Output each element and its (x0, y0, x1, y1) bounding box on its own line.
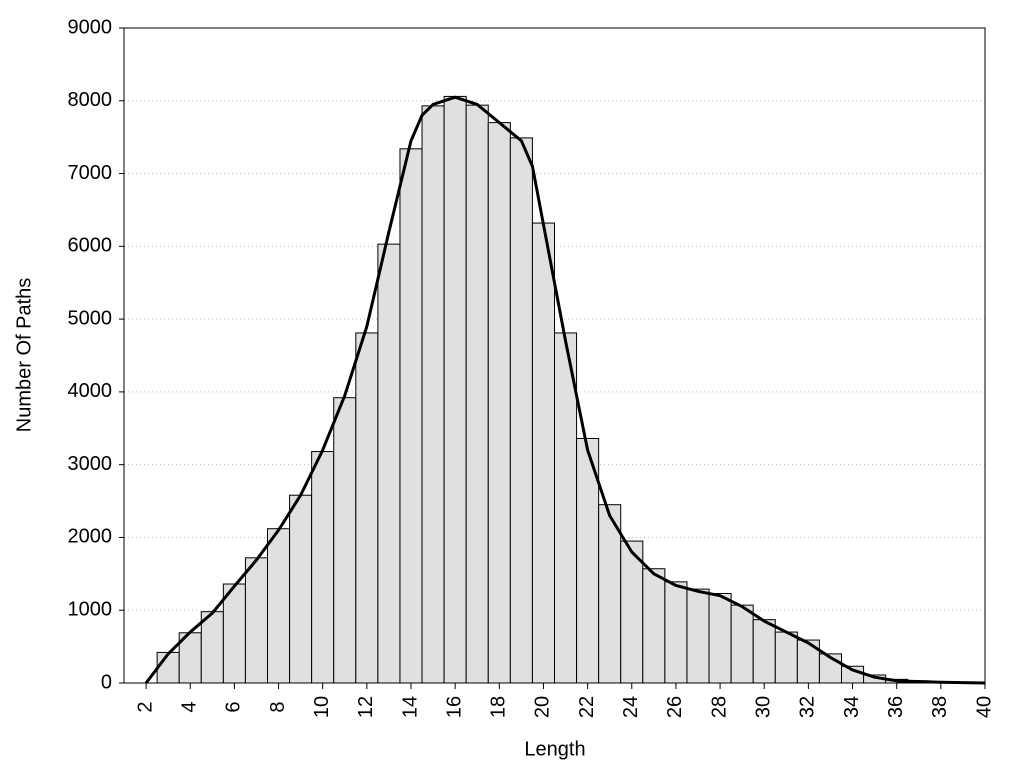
x-tick-label: 6 (223, 701, 245, 712)
x-tick-label: 40 (973, 696, 995, 718)
bar (642, 568, 666, 684)
bar (421, 105, 445, 684)
y-tick-label: 4000 (68, 380, 113, 402)
x-tick-label: 24 (620, 696, 642, 718)
x-tick-label: 20 (532, 696, 554, 718)
density-curve (144, 95, 986, 685)
x-tick-label: 38 (929, 696, 951, 718)
y-tick-label: 2000 (68, 526, 113, 548)
bar (311, 451, 335, 684)
bar (598, 504, 622, 684)
x-tick-label: 34 (841, 696, 863, 718)
y-tick-label: 5000 (68, 307, 113, 329)
x-tick-label: 4 (179, 701, 201, 712)
bar (399, 148, 423, 684)
x-tick-label: 8 (267, 701, 289, 712)
y-tick-label: 7000 (68, 162, 113, 184)
x-tick-label: 2 (134, 701, 156, 712)
bar (686, 588, 710, 684)
bar (333, 397, 357, 684)
bar (244, 557, 269, 684)
y-tick-label: 0 (101, 671, 112, 693)
x-tick-label: 10 (311, 696, 333, 718)
x-tick-label: 14 (399, 696, 421, 718)
plot-frame (123, 27, 986, 684)
y-tick-label: 8000 (68, 89, 113, 111)
bar (355, 332, 379, 684)
bar (222, 583, 246, 684)
y-axis-title: Number Of Paths (13, 278, 35, 433)
bar (664, 581, 688, 684)
bar (465, 104, 489, 684)
bar (289, 494, 313, 684)
x-tick-label: 12 (355, 696, 377, 718)
x-tick-label: 26 (664, 696, 686, 718)
x-tick-label: 32 (797, 696, 819, 718)
x-tick-label: 22 (576, 696, 598, 718)
y-tick-label: 6000 (68, 235, 113, 257)
x-tick-label: 18 (488, 696, 510, 718)
y-tick-label: 1000 (68, 599, 113, 621)
bar (156, 651, 180, 684)
x-tick-label: 30 (753, 696, 775, 718)
x-tick-label: 36 (885, 696, 907, 718)
bar (730, 604, 754, 684)
bar (509, 137, 533, 684)
x-tick-label: 16 (443, 696, 465, 718)
bar (531, 222, 556, 684)
bar (620, 540, 644, 684)
bar (377, 243, 401, 684)
y-tick-label: 9000 (68, 16, 113, 38)
x-tick-label: 28 (708, 696, 730, 718)
bar (487, 122, 511, 684)
y-tick-label: 3000 (68, 453, 113, 475)
bar (267, 528, 291, 684)
bar (774, 631, 798, 684)
bar (752, 619, 776, 684)
bar (200, 611, 224, 684)
x-axis-title: Length (524, 738, 585, 760)
bar (443, 95, 467, 684)
bar (708, 592, 732, 684)
